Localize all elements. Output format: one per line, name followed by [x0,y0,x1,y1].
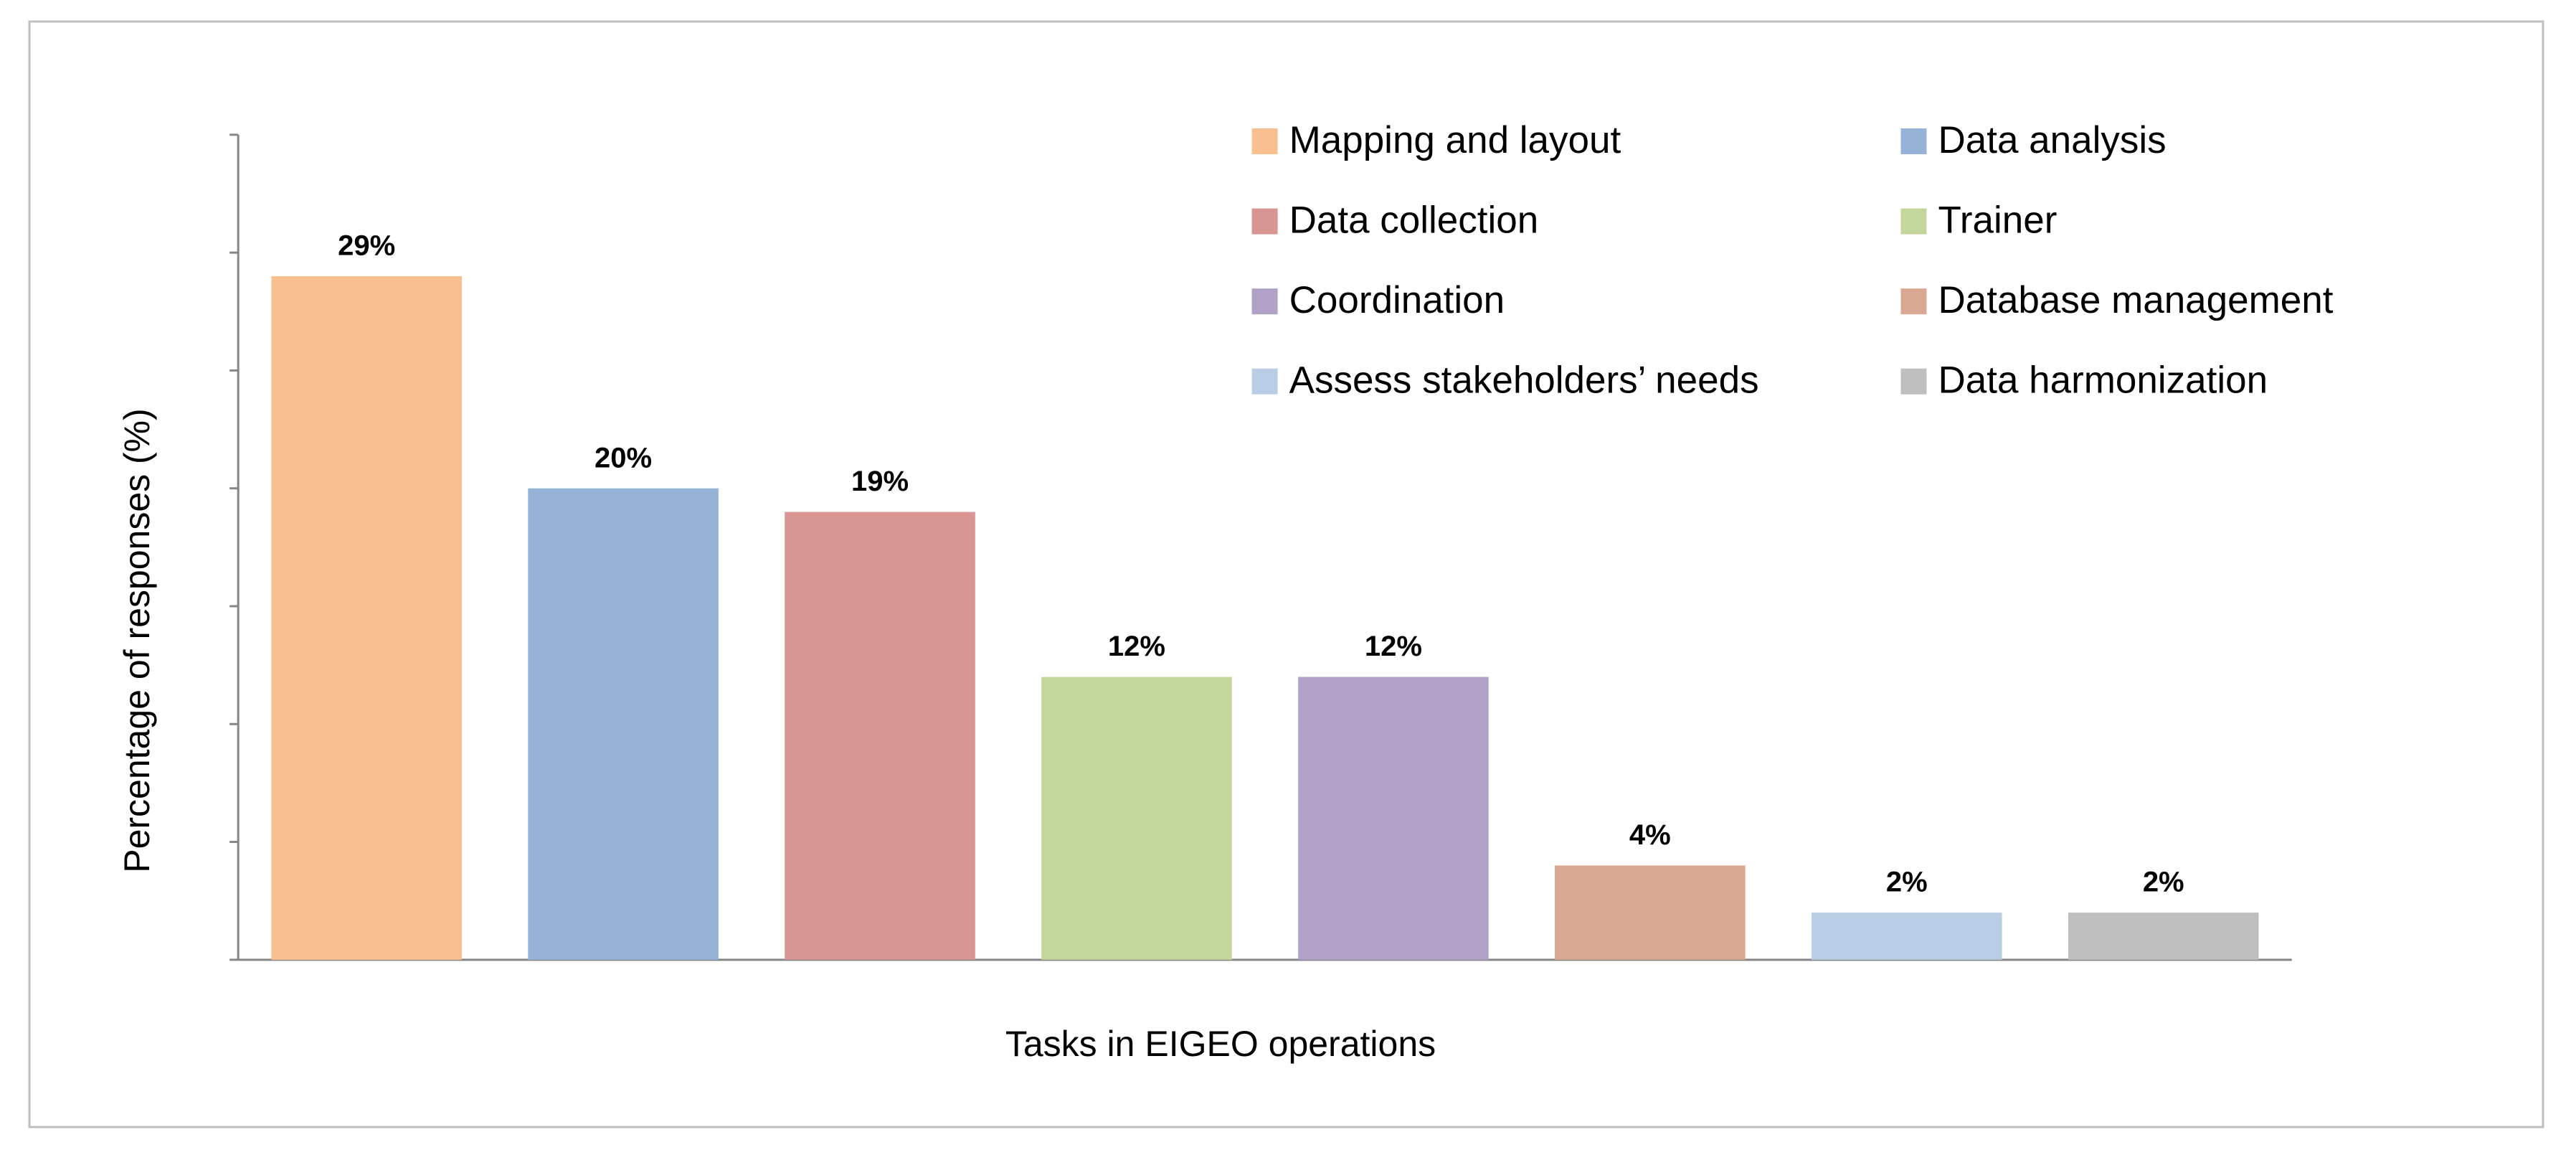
legend-label: Data analysis [1938,119,2166,161]
x-axis-label: Tasks in EIGEO operations [1005,1024,1436,1064]
bar [1555,865,1746,960]
bar [2068,913,2259,960]
data-label: 12% [1365,631,1422,662]
legend-swatch [1251,288,1278,315]
bar [1811,913,2002,960]
data-label: 29% [338,230,395,262]
legend-label: Trainer [1938,199,2057,242]
legend-label: Mapping and layout [1289,119,1621,161]
legend-label: Data collection [1289,199,1539,242]
data-label: 20% [595,442,652,473]
legend-label: Data harmonization [1938,359,2268,402]
legend-swatch [1900,208,1927,235]
data-label: 12% [1108,631,1165,662]
y-axis-label: Percentage of responses (%) [117,408,157,873]
legend-label: Assess stakeholders’ needs [1289,359,1759,402]
legend-swatch [1900,128,1927,155]
legend-label: Coordination [1289,279,1505,321]
data-label: 19% [851,466,909,497]
bar [785,512,975,960]
data-label: 2% [2143,867,2184,898]
legend-swatch [1251,368,1278,395]
bar [1041,677,1232,960]
bar [271,275,462,960]
legend-swatch [1900,368,1927,395]
legend-swatch [1251,208,1278,235]
bar [1298,677,1489,960]
legend-label: Database management [1938,279,2333,321]
bar [528,488,719,960]
legend-swatch [1900,288,1927,315]
data-label: 2% [1886,867,1928,898]
data-label: 4% [1629,819,1671,851]
legend-swatch [1251,128,1278,155]
